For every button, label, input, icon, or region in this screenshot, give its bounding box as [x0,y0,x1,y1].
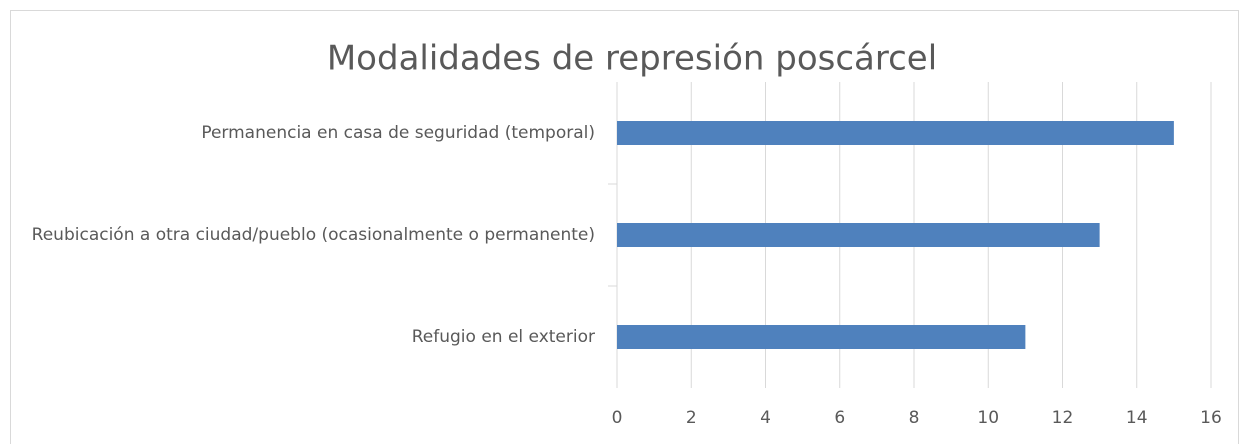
y-tick-label-box: Permanencia en casa de seguridad (tempor… [20,103,595,163]
y-tick-label-box: Reubicación a otra ciudad/pueblo (ocasio… [20,205,595,265]
chart-border [10,10,1239,444]
y-tick-label: Refugio en el exterior [411,327,595,347]
bar [617,223,1100,247]
y-tick-label-box: Refugio en el exterior [20,307,595,367]
x-tick-label: 14 [1126,408,1148,428]
y-tick-label: Permanencia en casa de seguridad (tempor… [201,123,595,143]
x-tick-label: 6 [834,408,845,428]
x-tick-label: 0 [612,408,623,428]
x-tick-label: 10 [977,408,999,428]
chart-title: Modalidades de represión poscárcel [327,39,937,79]
x-tick-label: 12 [1052,408,1074,428]
y-tick-label: Reubicación a otra ciudad/pueblo (ocasio… [31,225,595,245]
x-tick-label: 16 [1200,408,1222,428]
bar [617,121,1174,145]
x-tick-label: 8 [909,408,920,428]
x-tick-label: 4 [760,408,771,428]
bar [617,325,1026,349]
x-tick-label: 2 [686,408,697,428]
